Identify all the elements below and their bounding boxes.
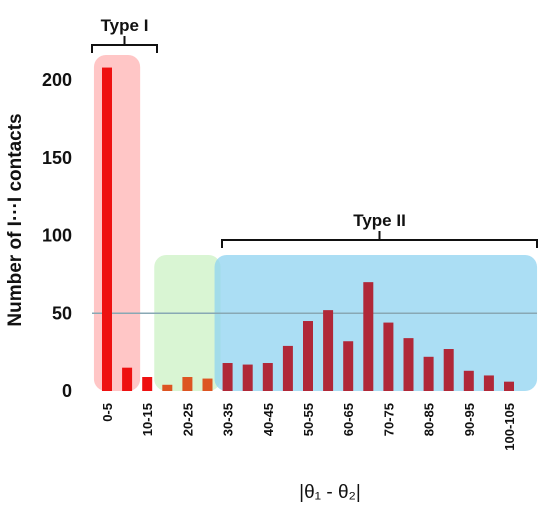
bar-5-10 [122,367,133,391]
x-tick-label: 60-65 [341,403,356,436]
bar-55-60 [323,310,334,391]
bar-80-85 [423,356,434,391]
region-intermediate [154,255,221,391]
bar-60-65 [343,341,354,391]
x-tick-label: 10-15 [140,403,155,436]
bar-15-20 [162,384,173,391]
bar-40-45 [262,363,273,391]
bar-0-5 [102,67,112,391]
x-tick-label: 20-25 [180,403,195,436]
bar-70-75 [383,322,394,391]
bar-95-100 [483,375,494,391]
bar-85-90 [443,349,454,391]
y-tick-label: 150 [42,148,72,168]
bar-100-105 [504,381,514,391]
bar-25-30 [202,378,213,391]
y-tick-label: 50 [52,303,72,323]
x-axis-ticks: 0-5 10-15 20-25 30-35 40-45 50-55 60-65 70-75 80… [100,403,517,451]
type-brackets: Type I Type II [91,16,538,248]
bar-90-95 [463,370,474,391]
type-i-label: Type I [101,16,149,35]
x-tick-label: 100-105 [502,403,517,451]
type-i-bracket [91,36,158,53]
bar-75-80 [403,338,414,391]
x-tick-label: 80-85 [422,403,437,436]
x-tick-label: 90-95 [462,403,477,436]
bar-20-25 [182,377,193,391]
y-axis: 0 50 100 150 200 [42,70,72,401]
y-tick-label: 200 [42,70,72,90]
y-tick-label: 0 [62,381,72,401]
type-ii-bracket [221,231,538,248]
bar-65-70 [363,282,374,391]
bar-30-35 [222,363,233,391]
bar-35-40 [242,364,253,391]
x-tick-label: 40-45 [261,403,276,436]
type-ii-label: Type II [353,211,406,230]
x-axis-label: |θ₁ - θ₂| [299,482,361,503]
x-tick-label: 70-75 [381,403,396,436]
bar-45-50 [282,345,293,391]
highlight-regions [93,55,538,391]
bar-50-55 [303,321,313,391]
x-tick-label: 50-55 [301,403,316,436]
region-type-i [93,55,141,391]
bars [102,67,514,391]
x-tick-label: 30-35 [221,403,236,436]
y-tick-label: 100 [42,226,72,246]
x-tick-label: 0-5 [100,403,115,422]
bar-10-15 [142,377,153,391]
y-axis-label: Number of I···I contacts [5,113,26,326]
region-type-ii [214,255,538,391]
